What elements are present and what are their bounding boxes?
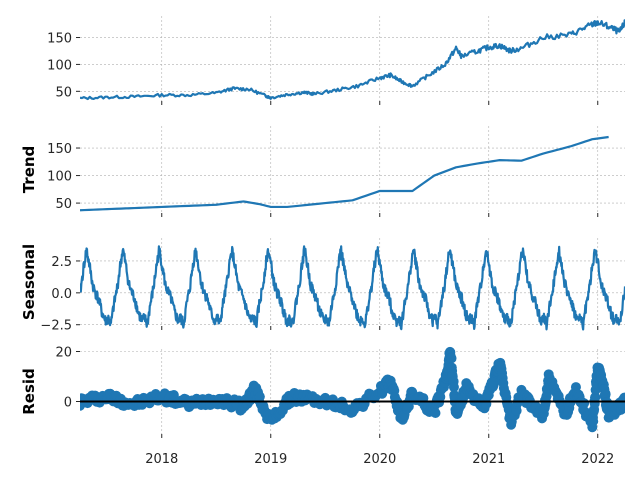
resid-point	[446, 353, 457, 364]
observed-line	[80, 19, 625, 101]
y-axis-label: Resid	[20, 368, 38, 415]
resid-point	[588, 416, 599, 427]
y-tick-label: 150	[47, 32, 72, 47]
y-tick-label: 2.5	[51, 255, 72, 270]
y-axis-label: Seasonal	[20, 244, 38, 320]
resid-point	[511, 405, 522, 416]
x-tick-label: 2021	[472, 452, 505, 467]
panel-trend: 50 100 150 Trend	[20, 126, 625, 217]
y-tick-label: 0	[64, 396, 72, 411]
series-trend	[80, 135, 609, 212]
y-tick-label: 20	[55, 346, 72, 361]
resid-point	[590, 392, 601, 403]
series-observed	[80, 19, 625, 101]
panel-seasonal: −2.5 0.0 2.5 Seasonal	[20, 238, 625, 334]
trend-line	[80, 135, 609, 212]
y-tick-label: 50	[55, 85, 72, 100]
y-tick-label: 100	[47, 58, 72, 73]
resid-point	[430, 407, 441, 418]
seasonal-line	[80, 245, 625, 331]
y-axis-label: Trend	[20, 146, 38, 194]
series-resid	[80, 346, 625, 433]
y-tick-label: 150	[47, 142, 72, 157]
resid-point	[448, 382, 459, 393]
y-tick-label: 100	[47, 170, 72, 185]
x-tick-label: 2020	[363, 452, 396, 467]
x-tick-label: 2019	[254, 452, 287, 467]
panel-resid: 0 20 Resid	[20, 346, 625, 438]
x-tick-label: 2022	[581, 452, 614, 467]
resid-point	[254, 391, 265, 402]
y-tick-label: 50	[55, 197, 72, 212]
series-seasonal	[80, 245, 625, 331]
resid-point	[579, 398, 590, 409]
y-tick-label: 0.0	[51, 287, 72, 302]
panel-observed: 50 100 150	[47, 16, 625, 105]
resid-point	[600, 389, 611, 400]
y-tick-label: −2.5	[40, 319, 72, 334]
x-tick-label: 2018	[145, 452, 178, 467]
